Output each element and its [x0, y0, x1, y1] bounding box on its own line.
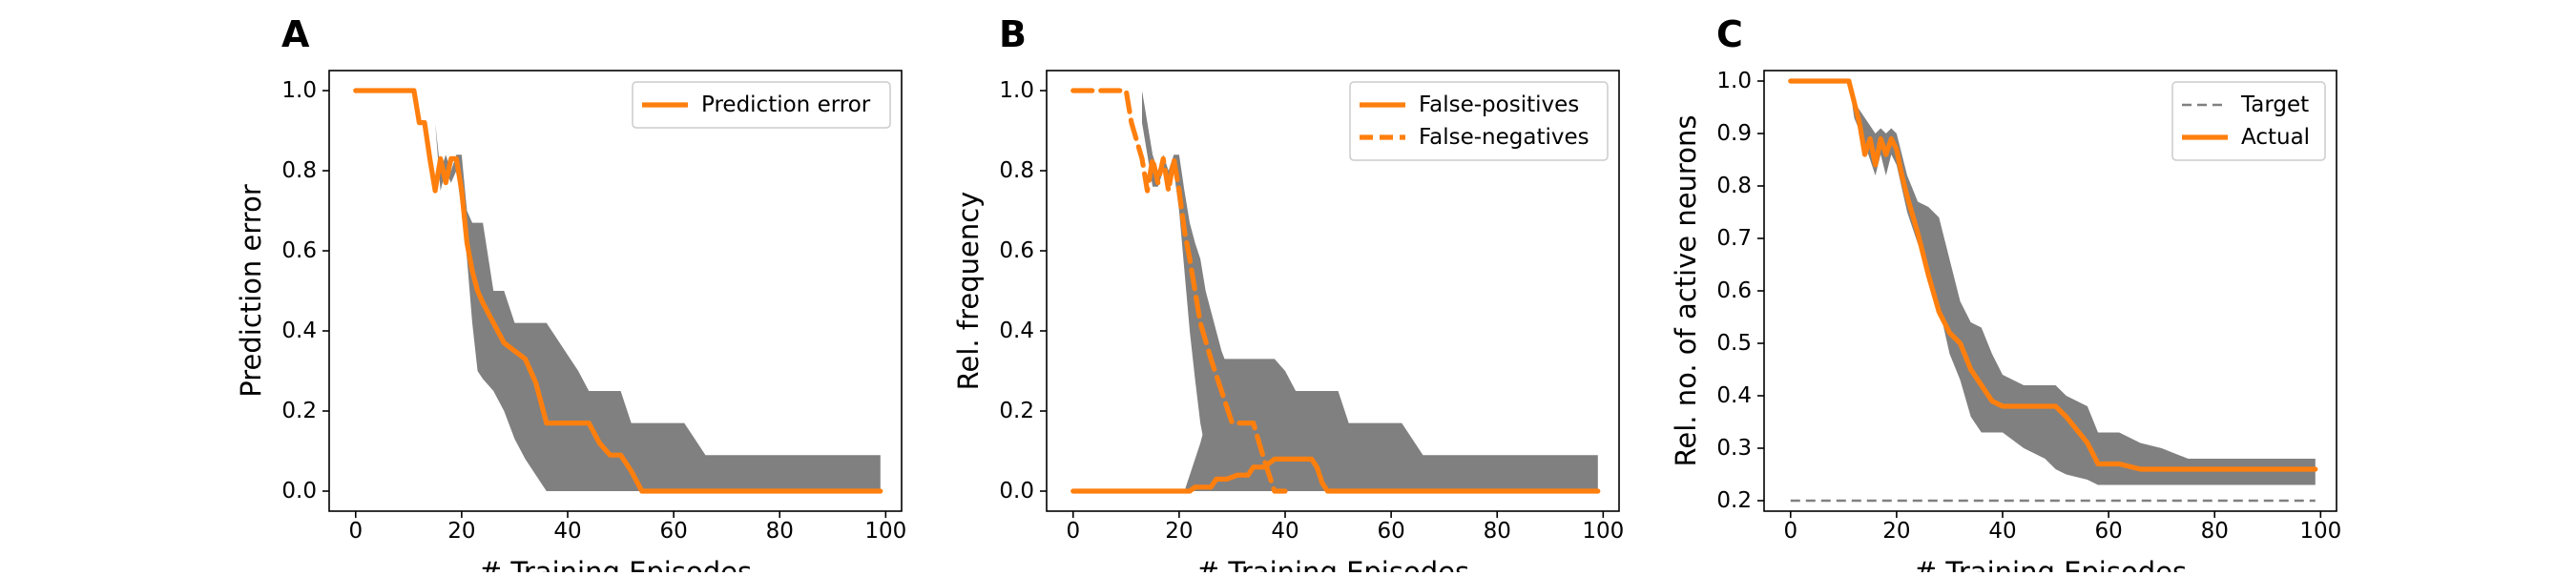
legend-label: Target: [2240, 93, 2309, 117]
x-tick-label: 40: [1988, 519, 2016, 544]
y-tick-label: 0.3: [1716, 436, 1752, 461]
x-tick-label: 100: [864, 519, 906, 544]
y-tick-label: 0.0: [281, 479, 317, 504]
x-tick-label: 40: [553, 519, 581, 544]
y-tick-label: 1.0: [1716, 69, 1752, 93]
y-tick-label: 0.2: [281, 399, 317, 423]
x-axis-label: # Training Episodes: [1914, 556, 2187, 572]
x-tick-label: 80: [1484, 519, 1511, 544]
x-axis-label: # Training Episodes: [1196, 556, 1469, 572]
chart-panel-a: A 0 20 40 60 80 100 0.0 0.2 0.4 0.6 0.8 1.0 # Trainin…: [235, 13, 906, 576]
x-tick-label: 0: [1066, 519, 1080, 544]
legend: Target Actual: [2171, 81, 2326, 161]
series-line-false-negatives: [1070, 88, 1288, 494]
y-tick-label: 1.0: [281, 78, 317, 103]
x-tick-label: 20: [447, 519, 475, 544]
axes-frame: [1046, 70, 1620, 512]
y-tick-label: 1.0: [999, 78, 1034, 103]
x-axis-label: # Training Episodes: [479, 556, 752, 572]
y-tick-label: 0.4: [281, 319, 317, 343]
y-tick-label: 0.2: [999, 399, 1034, 423]
y-tick-label: 0.7: [1716, 226, 1752, 251]
plot-area: [1788, 78, 2318, 503]
legend-label: Prediction error: [701, 93, 871, 117]
y-tick-label: 0.0: [999, 479, 1034, 504]
x-tick-label: 0: [1783, 519, 1797, 544]
legend-box: [632, 81, 891, 129]
series-line-prediction-error: [353, 88, 883, 494]
y-tick-label: 0.5: [1716, 331, 1752, 356]
chart-panel-b: B 0 20 40 60 80 100 0.0 0.2 0.4 0.6 0.8 1.0 # Trainin…: [952, 13, 1624, 576]
y-tick-label: 0.4: [1716, 383, 1752, 408]
y-tick-label: 0.6: [999, 238, 1034, 263]
y-tick-label: 0.4: [999, 319, 1034, 343]
x-tick-label: 100: [2299, 519, 2341, 544]
std-band: [355, 91, 881, 491]
plot-area: [353, 88, 883, 494]
y-tick-label: 0.8: [1716, 174, 1752, 198]
y-axis-label: Rel. frequency: [952, 192, 985, 391]
series-line-actual: [1788, 78, 2318, 472]
y-tick-label: 0.6: [1716, 278, 1752, 303]
x-tick-label: 20: [1882, 519, 1910, 544]
legend-label: False-negatives: [1419, 125, 1589, 150]
y-tick-label: 0.9: [1716, 121, 1752, 146]
panel-letter: A: [281, 13, 310, 55]
panel-letter: C: [1716, 13, 1743, 55]
x-tick-label: 80: [766, 519, 794, 544]
x-tick-label: 60: [1377, 519, 1404, 544]
x-tick-label: 100: [1582, 519, 1624, 544]
legend-box: [1349, 81, 1609, 161]
y-axis-label: Prediction error: [235, 184, 267, 398]
x-tick-label: 40: [1271, 519, 1298, 544]
x-tick-label: 80: [2201, 519, 2229, 544]
x-tick-label: 20: [1165, 519, 1193, 544]
y-tick-label: 0.6: [281, 238, 317, 263]
series-line-false-positives: [1070, 456, 1601, 494]
axes-frame: [328, 70, 903, 512]
legend-label: Actual: [2241, 125, 2310, 150]
panel-letter: B: [999, 13, 1027, 55]
y-tick-label: 0.2: [1716, 488, 1752, 513]
legend-box: [2171, 81, 2326, 161]
chart-panel-c: C 0 20 40 60 80 100 0.2 0.3 0.4 0.5 0.6 0.7 0.8 0.9 1.0…: [1670, 13, 2341, 576]
y-tick-label: 0.8: [281, 158, 317, 183]
legend: Prediction error: [632, 81, 891, 129]
x-tick-label: 0: [348, 519, 363, 544]
legend-label: False-positives: [1419, 93, 1579, 117]
x-tick-label: 60: [659, 519, 687, 544]
legend: False-positives False-negatives: [1349, 81, 1609, 161]
plot-area: [1070, 88, 1601, 494]
y-tick-label: 0.8: [999, 158, 1034, 183]
y-axis-label: Rel. no. of active neurons: [1670, 115, 1702, 467]
x-tick-label: 60: [2094, 519, 2122, 544]
